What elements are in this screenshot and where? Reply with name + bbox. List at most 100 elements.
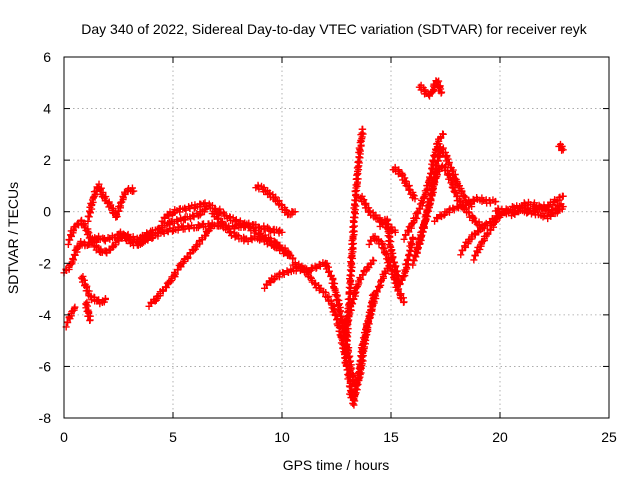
series-t21 — [376, 215, 417, 288]
data-point — [424, 205, 432, 213]
data-point — [331, 311, 339, 319]
data-point — [468, 203, 476, 211]
data-point — [278, 228, 286, 236]
data-point — [354, 158, 362, 166]
x-tick-labels: 0 5 10 15 20 25 — [60, 429, 617, 445]
data-point — [555, 196, 563, 204]
data-point — [359, 125, 367, 133]
data-point — [539, 213, 547, 221]
data-point — [353, 171, 361, 179]
data-point — [161, 214, 169, 222]
data-point — [426, 196, 434, 204]
data-point — [396, 280, 404, 288]
data-point — [306, 273, 314, 281]
data-point — [424, 213, 432, 221]
data-point — [335, 300, 343, 308]
data-point — [437, 89, 445, 97]
data-point — [458, 188, 466, 196]
series-t18 — [339, 256, 378, 341]
data-point — [414, 209, 422, 217]
data-point — [366, 208, 374, 216]
data-point — [357, 275, 365, 283]
series-t31 — [518, 192, 567, 213]
data-point — [409, 256, 417, 264]
data-point — [214, 214, 222, 222]
data-point — [140, 238, 148, 246]
x-tick-label: 25 — [601, 429, 617, 445]
data-point — [147, 299, 155, 307]
data-point — [190, 213, 198, 221]
data-point — [559, 146, 567, 154]
data-point — [445, 159, 453, 167]
data-point — [458, 247, 466, 255]
data-point — [381, 269, 389, 277]
data-point — [213, 215, 221, 223]
data-point — [347, 357, 355, 365]
y-tick-label: -2 — [39, 255, 52, 271]
data-point — [280, 270, 288, 278]
data-point — [71, 303, 79, 311]
data-point — [471, 231, 479, 239]
series-t11 — [208, 208, 295, 260]
data-point — [101, 295, 109, 303]
data-points — [60, 77, 567, 409]
data-point — [276, 245, 284, 253]
data-point — [186, 250, 194, 258]
data-point — [116, 199, 124, 207]
data-point — [491, 218, 499, 226]
series-t6 — [82, 298, 94, 325]
data-point — [398, 276, 406, 284]
data-point — [367, 260, 375, 268]
data-point — [404, 251, 412, 259]
data-point — [182, 206, 190, 214]
data-point — [77, 237, 85, 245]
y-tick-label: -4 — [39, 307, 52, 323]
chart-title: Day 340 of 2022, Sidereal Day-to-day VTE… — [81, 21, 587, 37]
data-point — [263, 281, 271, 289]
data-point — [283, 206, 291, 214]
x-tick-label: 5 — [169, 429, 177, 445]
data-point — [317, 284, 325, 292]
x-tick-label: 10 — [274, 429, 290, 445]
data-point — [356, 146, 364, 154]
data-point — [349, 213, 357, 221]
data-point — [439, 130, 447, 138]
series-t30 — [492, 203, 567, 223]
data-point — [360, 196, 368, 204]
x-tick-label: 15 — [383, 429, 399, 445]
data-point — [174, 266, 182, 274]
data-point — [232, 216, 240, 224]
data-point — [316, 262, 324, 270]
data-point — [373, 288, 381, 296]
y-tick-label: -8 — [39, 410, 52, 426]
data-point — [112, 212, 120, 220]
data-point — [470, 256, 478, 264]
data-point — [159, 287, 167, 295]
data-point — [333, 296, 341, 304]
data-point — [407, 240, 415, 248]
data-point — [402, 231, 410, 239]
y-tick-label: 4 — [43, 101, 51, 117]
series-t4 — [77, 272, 109, 308]
series-t26 — [415, 77, 446, 100]
data-point — [264, 223, 272, 231]
data-point — [198, 236, 206, 244]
data-point — [554, 207, 562, 215]
data-point — [411, 195, 419, 203]
data-point — [166, 278, 174, 286]
data-point — [409, 234, 417, 241]
data-point — [371, 292, 379, 300]
data-point — [256, 236, 264, 244]
data-point — [252, 227, 260, 235]
data-point — [70, 306, 78, 314]
data-point — [213, 211, 221, 219]
series-t32 — [555, 140, 567, 154]
data-point — [484, 230, 492, 238]
data-point — [291, 208, 299, 216]
series-t27 — [431, 193, 500, 225]
series-t28 — [457, 210, 504, 259]
data-point — [405, 185, 413, 193]
data-point — [172, 270, 180, 278]
data-point — [353, 378, 361, 386]
